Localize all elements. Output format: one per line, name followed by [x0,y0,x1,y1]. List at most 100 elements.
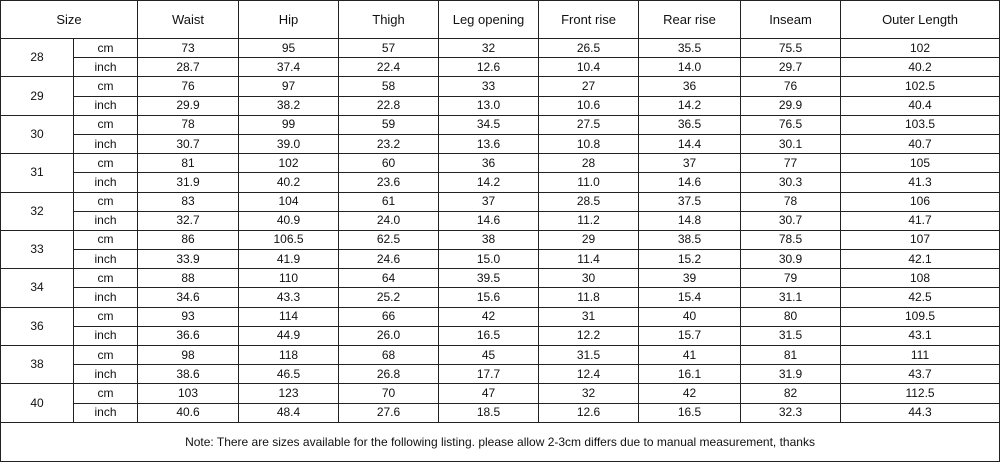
value: 38.2 [238,95,340,116]
header-size: Size [0,0,139,39]
value: 15.7 [638,325,742,347]
value: 12.2 [538,325,640,347]
data-row: inch 38.6 46.5 26.8 17.7 12.4 16.1 31.9 43.7 [1,364,1000,385]
value: 82 [740,383,842,404]
unit: inch [72,364,139,385]
value: 28.7 [137,57,240,78]
value: 40.6 [137,402,240,423]
value: 32 [538,383,640,404]
value: 76 [137,76,240,97]
header-cell: Thigh [338,0,440,39]
value: 41.3 [840,172,1000,193]
size: 40 [0,383,74,423]
header-cell: Waist [137,0,240,39]
value: 41.9 [238,249,340,270]
value: 10.4 [538,57,640,78]
unit: inch [72,172,139,193]
value: 12.4 [538,364,640,385]
value: 88 [137,268,240,289]
unit: cm [72,37,139,59]
value: 98 [137,344,240,366]
value: 39 [638,268,742,289]
value: 39.5 [438,268,540,289]
value: 41 [638,344,742,366]
data-row: 40 cm 103 123 70 47 32 42 82 112.5 [0,383,1000,423]
value: 11.8 [538,287,640,308]
value: 35.5 [638,37,742,59]
value: 29.7 [740,57,842,78]
value: 61 [338,191,440,212]
value: 102.5 [840,76,1000,97]
value: 38.6 [137,364,240,385]
value: 57 [338,37,440,59]
value: 22.4 [338,57,440,78]
value: 14.0 [638,57,742,78]
data-row: 38 cm 98 118 68 45 31.5 41 81 111 [0,344,1000,385]
unit: cm [72,306,139,327]
value: 30 [538,268,640,289]
value: 37.5 [638,191,742,212]
data-row: inch 32.7 40.9 24.0 14.6 11.2 14.8 30.7 41.7 [1,210,1000,231]
value: 18.5 [438,402,540,423]
value: 10.8 [538,133,640,155]
size: 33 [0,229,74,270]
value: 78 [137,114,240,135]
value: 102 [840,37,1000,59]
value: 28.5 [538,191,640,212]
value: 26.5 [538,37,640,59]
data-row: inch 30.7 39.0 23.2 13.6 10.8 14.4 30.1 40.7 [1,133,1000,155]
value: 37.4 [238,57,340,78]
value: 43.7 [840,364,1000,385]
note: Note: There are sizes available for the … [0,421,1000,462]
value: 78.5 [740,229,842,251]
value: 42 [638,383,742,404]
value: 75.5 [740,37,842,59]
value: 97 [238,76,340,97]
value: 106 [840,191,1000,212]
data-row: inch 28.7 37.4 22.4 12.6 10.4 14.0 29.7 40.2 [1,57,1000,78]
value: 62.5 [338,229,440,251]
unit: cm [72,114,139,135]
value: 93 [137,306,240,327]
head-row: Size Waist Hip Thigh Leg opening Front rise Re… [0,0,1000,39]
value: 27 [538,76,640,97]
data-row: inch 33.9 41.9 24.6 15.0 11.4 15.2 30.9 42.1 [1,249,1000,270]
value: 12.6 [538,402,640,423]
value: 29.9 [137,95,240,116]
value: 24.0 [338,210,440,231]
value: 14.6 [438,210,540,231]
data-row: inch 34.6 43.3 25.2 15.6 11.8 15.4 31.1 42.5 [1,287,1000,308]
data-row: 29 cm 76 97 58 33 27 36 76 102.5 [0,76,1000,116]
value: 46.5 [238,364,340,385]
value: 16.5 [438,325,540,347]
value: 106.5 [238,229,340,251]
value: 34.6 [137,287,240,308]
value: 44.3 [840,402,1000,423]
data-row: 32 cm 83 104 61 37 28.5 37.5 78 106 [0,191,1000,231]
unit: cm [72,344,139,366]
value: 31.5 [740,325,842,347]
size: 36 [0,306,74,347]
value: 40.7 [840,133,1000,155]
value: 23.6 [338,172,440,193]
value: 25.2 [338,287,440,308]
value: 31.5 [538,344,640,366]
header-cell: Front rise [538,0,640,39]
value: 43.1 [840,325,1000,347]
value: 13.0 [438,95,540,116]
data-row: 33 cm 86 106.5 62.5 38 29 38.5 78.5 107 [0,229,1000,270]
value: 27.6 [338,402,440,423]
value: 79 [740,268,842,289]
size: 28 [0,37,74,78]
value: 31.9 [137,172,240,193]
value: 36.5 [638,114,742,135]
value: 36 [638,76,742,97]
header-cell: Hip [238,0,340,39]
value: 110 [238,268,340,289]
data-row: 36 cm 93 114 66 42 31 40 80 109.5 [0,306,1000,347]
size: 32 [0,191,74,231]
value: 40.2 [840,57,1000,78]
